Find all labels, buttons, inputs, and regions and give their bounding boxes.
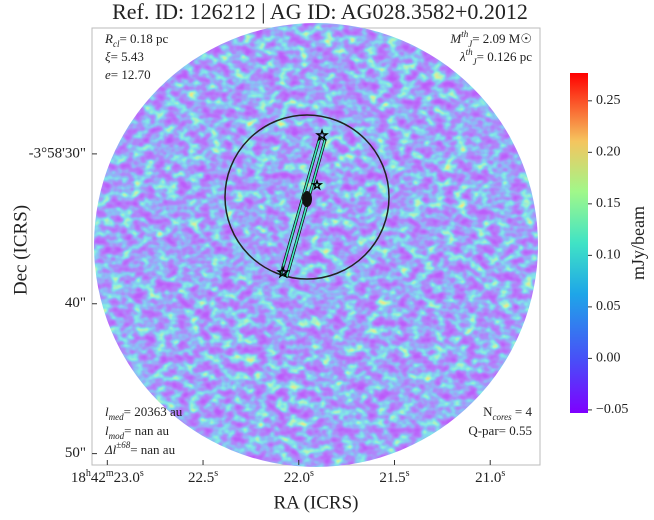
annotation: e= 12.70 bbox=[105, 67, 151, 82]
annotation-symbol: R bbox=[104, 31, 113, 46]
annotation-symbol: l bbox=[105, 404, 109, 419]
x-tick-label: 18h42m23.0s bbox=[71, 468, 144, 487]
annotation: ξ= 5.43 bbox=[105, 49, 144, 64]
colorbar-tick-label: 0.05 bbox=[596, 299, 621, 314]
y-tick-label: 40" bbox=[65, 295, 86, 311]
annotation-sub: cl bbox=[113, 39, 120, 49]
annotation-sub: med bbox=[109, 412, 124, 422]
annotation-text: = 12.70 bbox=[111, 67, 151, 82]
svg-text:☆: ☆ bbox=[316, 129, 329, 144]
svg-text:☆: ☆ bbox=[277, 266, 290, 281]
annotation-text: = nan au bbox=[124, 423, 169, 438]
annotation: lmod= nan au bbox=[105, 423, 169, 441]
annotation: Ncores = 4 bbox=[483, 404, 532, 422]
annotation-text: = nan au bbox=[130, 442, 175, 457]
colorbar-tick-label: 0.15 bbox=[596, 196, 621, 211]
annotation: MthJ= 2.09 M☉ bbox=[449, 29, 532, 49]
annotation-text: = 5.43 bbox=[111, 49, 144, 64]
colorbar-tick-label: 0.20 bbox=[596, 145, 621, 160]
annotation-text: = 2.09 M☉ bbox=[472, 31, 532, 46]
annotation-text: = 20363 au bbox=[124, 404, 183, 419]
annotation-sup: th bbox=[466, 47, 474, 57]
x-axis-label: RA (ICRS) bbox=[274, 492, 359, 513]
annotation-symbol: ξ bbox=[105, 49, 111, 64]
colorbar-label: mJy/beam bbox=[628, 206, 648, 280]
y-tick-label: 50" bbox=[65, 445, 86, 461]
annotation-text: = 4 bbox=[512, 404, 533, 419]
annotation-symbol: M bbox=[449, 31, 462, 46]
annotation: Rcl= 0.18 pc bbox=[104, 31, 169, 49]
colorbar-tick-label: 0.00 bbox=[596, 351, 621, 366]
x-tick-label: 22.0s bbox=[284, 468, 314, 487]
intensity-map bbox=[94, 23, 538, 467]
y-axis-label: Dec (ICRS) bbox=[10, 205, 31, 295]
annotation-symbol: e bbox=[105, 67, 111, 82]
annotation: λthJ= 0.126 pc bbox=[459, 47, 532, 67]
annotation: Q-par= 0.55 bbox=[468, 423, 532, 438]
title: Ref. ID: 126212 | AG ID: AG028.3582+0.20… bbox=[112, 0, 528, 24]
annotation-symbol: N bbox=[483, 404, 493, 419]
annotation-sub: J bbox=[473, 57, 478, 67]
annotation-sub: cores bbox=[492, 412, 512, 422]
annotation: lmed= 20363 au bbox=[105, 404, 183, 422]
annotation-sup: th bbox=[461, 29, 469, 39]
annotation-text: = 0.18 pc bbox=[119, 31, 168, 46]
annotation-symbol: Q-par bbox=[468, 423, 499, 438]
colorbar-tick-label: 0.10 bbox=[596, 248, 621, 263]
annotation-sub: mod bbox=[109, 431, 125, 441]
y-tick-label: -3°58'30" bbox=[29, 145, 86, 161]
svg-text:☆: ☆ bbox=[312, 178, 323, 192]
annotation-text: = 0.55 bbox=[499, 423, 532, 438]
annotation-text: = 0.126 pc bbox=[477, 49, 533, 64]
overlay: ☆ ☆ ☆ bbox=[224, 114, 390, 282]
annotation-symbol: l bbox=[105, 423, 109, 438]
annotation: Δl±68= nan au bbox=[104, 440, 176, 457]
annotation-sup: ±68 bbox=[116, 440, 130, 450]
colorbar-tick-label: 0.25 bbox=[596, 93, 621, 108]
x-tick-label: 21.5s bbox=[379, 468, 409, 487]
annotation-symbol: Δl bbox=[104, 442, 117, 457]
annotation-sub: J bbox=[468, 39, 473, 49]
colorbar bbox=[570, 73, 588, 413]
x-tick-label: 22.5s bbox=[188, 468, 218, 487]
colorbar-tick-label: −0.05 bbox=[596, 402, 628, 417]
annotation-symbol: λ bbox=[459, 49, 466, 64]
x-tick-label: 21.0s bbox=[475, 468, 505, 487]
